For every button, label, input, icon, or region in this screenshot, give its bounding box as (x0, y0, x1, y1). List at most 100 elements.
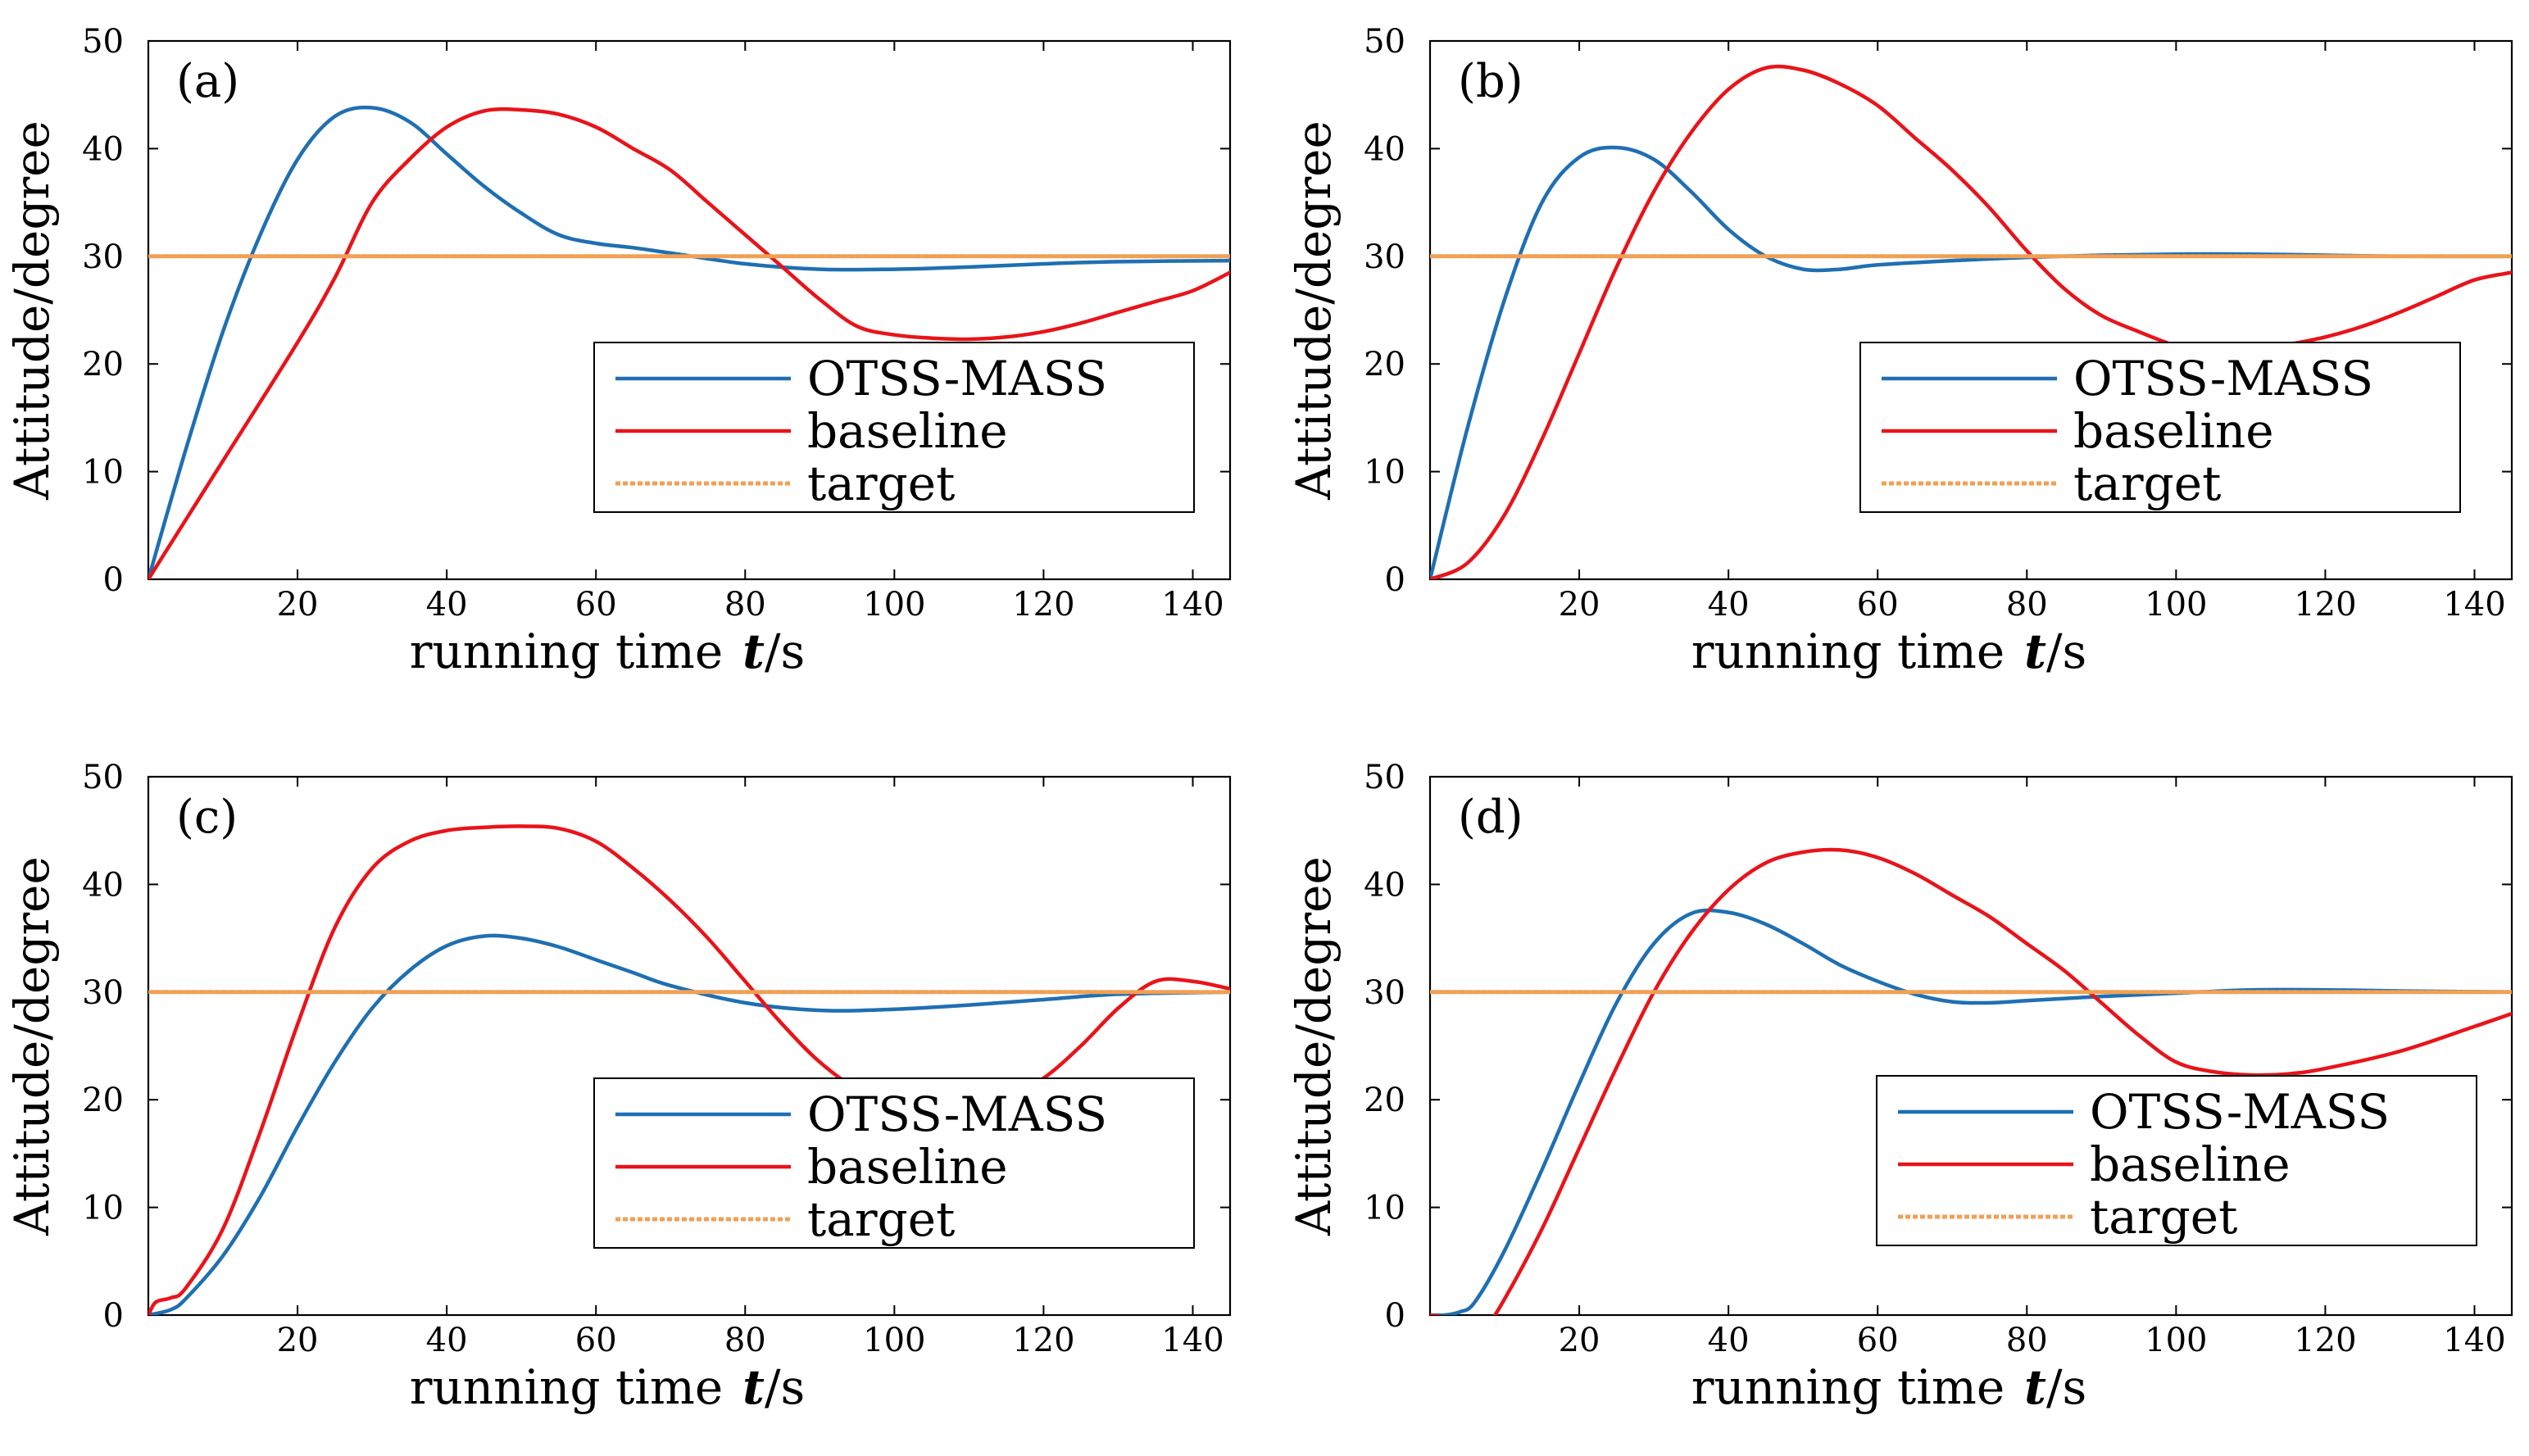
x-tick-label: 60 (575, 1322, 617, 1359)
panel-label: (a) (176, 55, 239, 108)
y-axis-title: Attitude/degree (4, 120, 60, 501)
series-line-otss-mass (148, 933, 1230, 1315)
x-tick-label: 100 (863, 586, 925, 624)
x-axis-title-var: t (2024, 624, 2046, 679)
x-axis-title: running time t/s (1691, 1359, 2087, 1415)
y-tick-label: 10 (1364, 454, 1405, 492)
x-axis-title-var: t (742, 1359, 765, 1415)
series-line-otss-mass (148, 105, 1230, 579)
legend-label: OTSS-MASS (807, 351, 1107, 406)
y-tick-label: 30 (1364, 974, 1405, 1012)
x-tick-label: 120 (1012, 1322, 1074, 1359)
x-tick-label: 20 (1559, 586, 1600, 624)
x-tick-label: 60 (1857, 1322, 1899, 1359)
x-tick-label: 20 (277, 586, 319, 624)
y-tick-label: 40 (1364, 866, 1405, 904)
y-tick-label: 30 (82, 238, 124, 276)
y-axis-title: Attitude/degree (4, 856, 60, 1236)
y-tick-label: 10 (82, 454, 124, 492)
x-axis-title-unit: /s (2046, 1359, 2086, 1415)
y-tick-label: 0 (1385, 561, 1405, 599)
x-tick-label: 40 (1708, 1322, 1750, 1359)
chart-panel-2: 20 40 60 80 100 120 140 0 10 20 30 40 50 (c) Attitude/… (4, 759, 1232, 1415)
y-tick-label: 40 (1364, 130, 1405, 168)
y-tick-label: 20 (1364, 1082, 1405, 1119)
y-tick-label: 10 (82, 1190, 124, 1227)
x-axis-title-text: running time (410, 624, 723, 679)
x-tick-label: 100 (2145, 586, 2207, 624)
legend-label: target (2090, 1189, 2237, 1245)
y-tick-label: 0 (103, 1297, 124, 1335)
y-tick-label: 40 (82, 130, 124, 168)
y-tick-label: 30 (82, 974, 124, 1012)
plot-frame (147, 39, 1232, 581)
chart-panel-3: 20 40 60 80 100 120 140 0 10 20 30 40 50 (d) Attitude/… (1286, 759, 2513, 1415)
legend-label: baseline (807, 403, 1008, 459)
y-tick-label: 0 (1385, 1297, 1405, 1335)
legend-label: baseline (807, 1139, 1008, 1195)
x-tick-label: 140 (1161, 1322, 1224, 1359)
legend-label: target (2073, 456, 2221, 511)
x-tick-label: 120 (2294, 1322, 2356, 1359)
legend-label: target (807, 1191, 955, 1247)
x-tick-label: 40 (426, 586, 468, 624)
y-axis-title: Attitude/degree (1286, 856, 1342, 1236)
x-axis-title-unit: /s (765, 1359, 805, 1415)
legend-label: OTSS-MASS (807, 1086, 1107, 1142)
x-axis-title-var: t (742, 624, 765, 679)
x-tick-label: 80 (724, 1322, 766, 1359)
y-tick-label: 20 (1364, 346, 1405, 383)
y-tick-label: 0 (103, 561, 124, 599)
x-tick-label: 100 (863, 1322, 925, 1359)
x-tick-label: 60 (575, 586, 617, 624)
series-line-baseline (1430, 64, 2512, 579)
plot-frame (147, 775, 1232, 1317)
x-tick-label: 140 (2443, 586, 2505, 624)
x-axis-title: running time t/s (410, 624, 806, 679)
x-tick-label: 80 (2006, 1322, 2048, 1359)
x-tick-label: 40 (1708, 586, 1750, 624)
y-tick-label: 10 (1364, 1190, 1405, 1227)
legend-label: baseline (2090, 1136, 2291, 1192)
legend-label: OTSS-MASS (2090, 1084, 2390, 1140)
x-tick-label: 120 (2294, 586, 2356, 624)
x-axis-title-text: running time (1691, 1359, 2005, 1415)
legend-label: OTSS-MASS (2073, 351, 2373, 406)
x-axis-title: running time t/s (1691, 624, 2087, 679)
chart-panel-1: 20 40 60 80 100 120 140 0 10 20 30 40 50 (b) Attitude/… (1286, 23, 2513, 679)
panel-label: (c) (176, 791, 238, 844)
x-tick-label: 140 (1161, 586, 1224, 624)
x-axis-title-text: running time (410, 1359, 723, 1415)
x-tick-label: 140 (2443, 1322, 2505, 1359)
x-tick-label: 100 (2145, 1322, 2207, 1359)
x-tick-label: 20 (1559, 1322, 1600, 1359)
x-axis-title-unit: /s (765, 624, 805, 679)
legend-label: target (807, 456, 955, 511)
y-tick-label: 50 (1364, 23, 1405, 61)
plot-frame (1428, 39, 2513, 581)
legend-label: baseline (2073, 403, 2274, 459)
y-tick-label: 50 (82, 23, 124, 61)
plot-frame (1428, 775, 2513, 1317)
x-tick-label: 80 (724, 586, 766, 624)
y-tick-label: 40 (82, 866, 124, 904)
x-axis-title: running time t/s (410, 1359, 806, 1415)
x-axis-title-unit: /s (2046, 624, 2086, 679)
x-tick-label: 120 (1012, 586, 1074, 624)
series-line-otss-mass (1430, 145, 2512, 579)
chart-panel-0: 20 40 60 80 100 120 140 0 10 20 30 40 50 (a) Attitude/… (4, 23, 1232, 679)
panel-label: (b) (1458, 55, 1523, 108)
x-tick-label: 20 (277, 1322, 319, 1359)
x-tick-label: 40 (426, 1322, 468, 1359)
x-axis-title-text: running time (1691, 624, 2005, 679)
y-tick-label: 50 (1364, 759, 1405, 796)
x-axis-title-var: t (2024, 1359, 2046, 1415)
x-tick-label: 60 (1857, 586, 1899, 624)
y-tick-label: 20 (82, 1082, 124, 1119)
x-tick-label: 80 (2006, 586, 2048, 624)
